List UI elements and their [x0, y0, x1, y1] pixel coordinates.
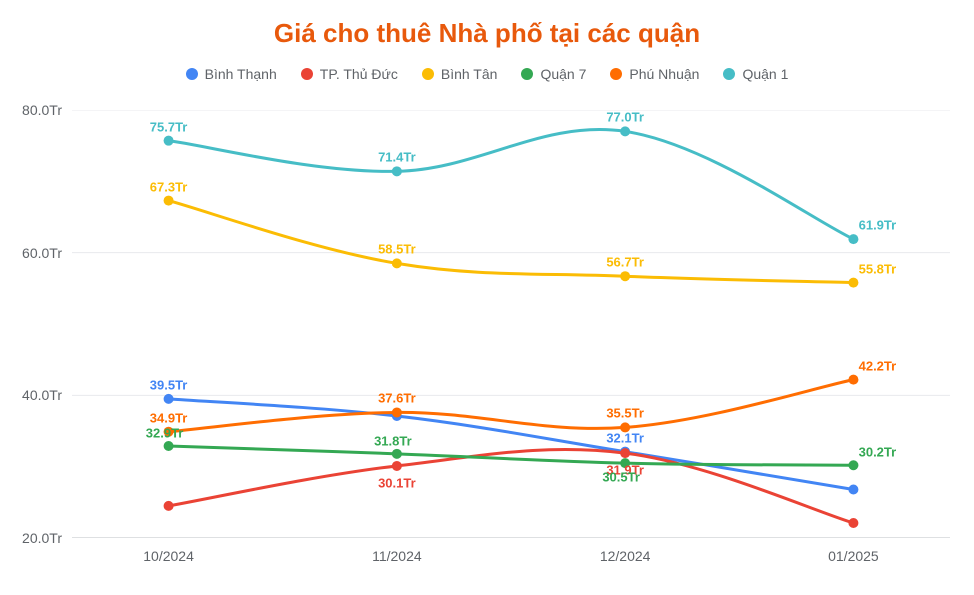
data-label: 67.3Tr [150, 179, 188, 194]
data-point[interactable] [848, 460, 858, 470]
data-label: 61.9Tr [859, 218, 897, 233]
data-point[interactable] [392, 258, 402, 268]
data-label: 77.0Tr [606, 110, 644, 125]
data-label: 58.5Tr [378, 242, 416, 257]
data-point[interactable] [392, 461, 402, 471]
legend-label: TP. Thủ Đức [320, 66, 398, 82]
data-point[interactable] [392, 407, 402, 417]
series-line [169, 130, 854, 240]
data-label: 30.5Tr [602, 470, 640, 485]
data-point[interactable] [164, 196, 174, 206]
legend-label: Bình Tân [441, 66, 498, 82]
data-label: 32.9Tr [146, 425, 184, 440]
data-point[interactable] [848, 375, 858, 385]
legend-label: Quận 7 [540, 66, 586, 82]
data-label: 35.5Tr [606, 406, 644, 421]
legend-dot-icon [610, 68, 622, 80]
data-point[interactable] [848, 518, 858, 528]
data-label: 42.2Tr [859, 358, 897, 373]
plot-area: 20.0Tr40.0Tr60.0Tr80.0Tr10/202411/202412… [72, 110, 950, 538]
data-label: 31.8Tr [374, 433, 412, 448]
data-point[interactable] [164, 394, 174, 404]
plot-svg [72, 110, 950, 538]
legend-item[interactable]: Quận 1 [723, 66, 788, 82]
legend-dot-icon [301, 68, 313, 80]
data-label: 34.9Tr [150, 410, 188, 425]
legend-dot-icon [723, 68, 735, 80]
data-label: 30.2Tr [859, 445, 897, 460]
data-label: 75.7Tr [150, 119, 188, 134]
y-axis-label: 60.0Tr [22, 245, 72, 261]
data-point[interactable] [164, 441, 174, 451]
data-point[interactable] [164, 136, 174, 146]
y-axis-label: 80.0Tr [22, 102, 72, 118]
data-point[interactable] [848, 484, 858, 494]
data-label: 37.6Tr [378, 391, 416, 406]
x-axis-label: 12/2024 [600, 538, 651, 564]
chart-title: Giá cho thuê Nhà phố tại các quận [0, 18, 974, 49]
data-point[interactable] [392, 166, 402, 176]
data-point[interactable] [620, 271, 630, 281]
series-line [169, 201, 854, 283]
data-label: 39.5Tr [150, 377, 188, 392]
legend-item[interactable]: Bình Tân [422, 66, 498, 82]
legend: Bình Thạnh TP. Thủ Đức Bình Tân Quận 7 Phú N… [0, 66, 974, 82]
series-line [169, 446, 854, 465]
legend-dot-icon [521, 68, 533, 80]
data-point[interactable] [620, 448, 630, 458]
data-point[interactable] [848, 278, 858, 288]
chart-container: Giá cho thuê Nhà phố tại các quận Bình T… [0, 0, 974, 595]
data-label: 71.4Tr [378, 150, 416, 165]
data-point[interactable] [848, 234, 858, 244]
data-point[interactable] [620, 126, 630, 136]
legend-dot-icon [422, 68, 434, 80]
legend-dot-icon [186, 68, 198, 80]
x-axis-label: 01/2025 [828, 538, 879, 564]
legend-label: Phú Nhuận [629, 66, 699, 82]
legend-item[interactable]: Bình Thạnh [186, 66, 277, 82]
y-axis-label: 40.0Tr [22, 387, 72, 403]
data-label: 55.8Tr [859, 261, 897, 276]
data-label: 56.7Tr [606, 255, 644, 270]
data-label: 30.1Tr [378, 475, 416, 490]
series-line [169, 399, 854, 490]
legend-item[interactable]: TP. Thủ Đức [301, 66, 398, 82]
legend-item[interactable]: Phú Nhuận [610, 66, 699, 82]
series-line [169, 449, 854, 523]
x-axis-label: 10/2024 [143, 538, 194, 564]
legend-item[interactable]: Quận 7 [521, 66, 586, 82]
legend-label: Bình Thạnh [205, 66, 277, 82]
legend-label: Quận 1 [742, 66, 788, 82]
data-point[interactable] [164, 501, 174, 511]
data-point[interactable] [392, 449, 402, 459]
data-label: 32.1Tr [606, 430, 644, 445]
y-axis-label: 20.0Tr [22, 530, 72, 546]
x-axis-label: 11/2024 [372, 538, 422, 564]
